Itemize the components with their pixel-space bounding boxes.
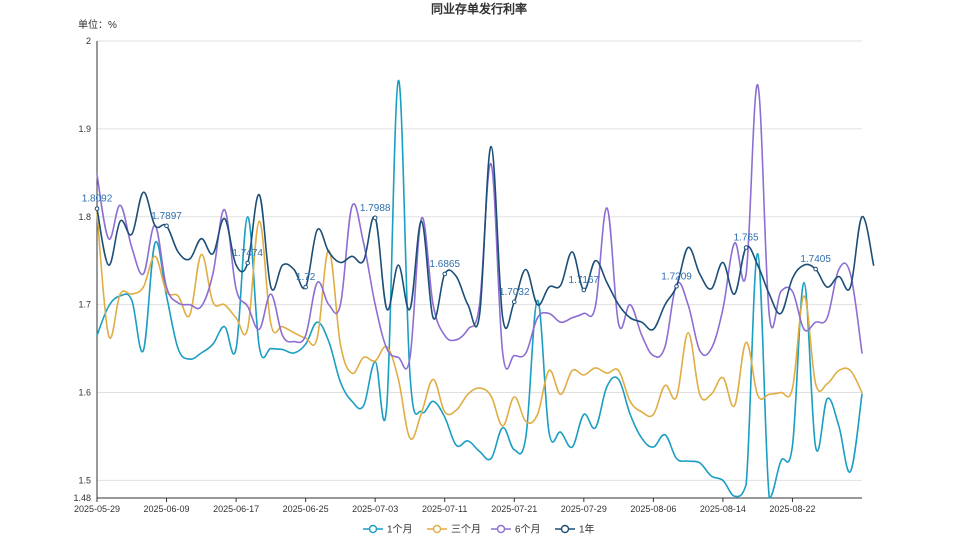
y-tick-label: 1.8 — [78, 212, 91, 222]
data-label: 1.6865 — [429, 259, 460, 270]
data-label: 1.7988 — [360, 203, 391, 214]
x-tick-label: 2025-07-21 — [491, 504, 537, 514]
data-point — [245, 260, 250, 266]
x-tick-label: 2025-08-06 — [630, 504, 676, 514]
y-tick-label: 2 — [86, 36, 91, 46]
x-tick-label: 2025-05-29 — [74, 504, 120, 514]
data-label: 1.72 — [296, 272, 316, 283]
data-point — [743, 245, 749, 250]
series-line-2 — [96, 211, 863, 441]
y-tick-label: 1.5 — [78, 475, 91, 485]
x-tick-label: 2025-06-25 — [283, 504, 329, 514]
legend-swatch-marker — [560, 524, 570, 534]
axes: 1.48 1.5 1.6 1.7 1.8 1.9 2 2025-05-29 2025-06-09… — [73, 36, 862, 514]
unit-label: 单位：% — [78, 18, 117, 31]
data-point — [303, 284, 308, 290]
x-tick-label: 2025-07-11 — [422, 504, 467, 514]
x-tick-label: 2025-07-29 — [561, 504, 607, 514]
y-tick-label: 1.48 — [73, 493, 91, 503]
y-tick-label: 1.7 — [78, 300, 91, 310]
data-point — [442, 271, 448, 277]
legend-item-3[interactable]: 6个月 — [491, 524, 541, 536]
data-label: 1.7167 — [569, 275, 600, 286]
legend-swatch-marker — [432, 524, 442, 534]
data-point — [511, 299, 517, 305]
legend-label: 6个月 — [515, 524, 541, 536]
data-label: 1.7209 — [661, 271, 692, 282]
series-line-4 — [96, 145, 875, 331]
data-point — [581, 287, 587, 293]
data-label: 1.7032 — [499, 287, 530, 298]
data-labels: 1.8092 1.7897 1.7474 1.72 1.7988 1.6865 1.7032… — [82, 194, 831, 305]
legend-item-1[interactable]: 1个月 — [363, 524, 413, 536]
data-point — [94, 206, 100, 211]
data-label: 1.7897 — [151, 211, 182, 222]
data-label: 1.8092 — [82, 194, 113, 205]
x-tick-label: 2025-06-17 — [213, 504, 259, 514]
x-tick-label: 2025-07-03 — [352, 504, 398, 514]
series-line-1 — [96, 79, 863, 499]
x-tick-label: 2025-06-09 — [144, 504, 190, 514]
data-point — [372, 215, 378, 221]
legend-item-2[interactable]: 三个月 — [427, 524, 481, 536]
data-point — [164, 223, 169, 229]
data-label: 1.7474 — [232, 248, 263, 259]
legend-item-4[interactable]: 1年 — [555, 523, 595, 536]
y-tick-label: 1.6 — [78, 388, 91, 398]
chart-title: 同业存单发行利率 — [431, 1, 527, 16]
data-label: 1.765 — [734, 233, 759, 244]
series-lines — [96, 79, 875, 499]
data-label: 1.7405 — [800, 254, 831, 265]
legend-swatch-marker — [496, 524, 506, 534]
legend-label: 三个月 — [451, 524, 481, 536]
x-tick-label: 2025-08-14 — [700, 504, 746, 514]
y-tick-label: 1.9 — [78, 124, 91, 134]
legend-label: 1年 — [579, 523, 595, 536]
legend-label: 1个月 — [387, 524, 413, 536]
x-tick-label: 2025-08-22 — [769, 504, 815, 514]
data-point — [674, 283, 679, 289]
data-point — [813, 266, 818, 272]
legend[interactable]: 1个月 三个月 6个月 1年 — [363, 523, 595, 536]
series-line-3 — [96, 84, 863, 370]
legend-swatch-marker — [368, 524, 378, 534]
